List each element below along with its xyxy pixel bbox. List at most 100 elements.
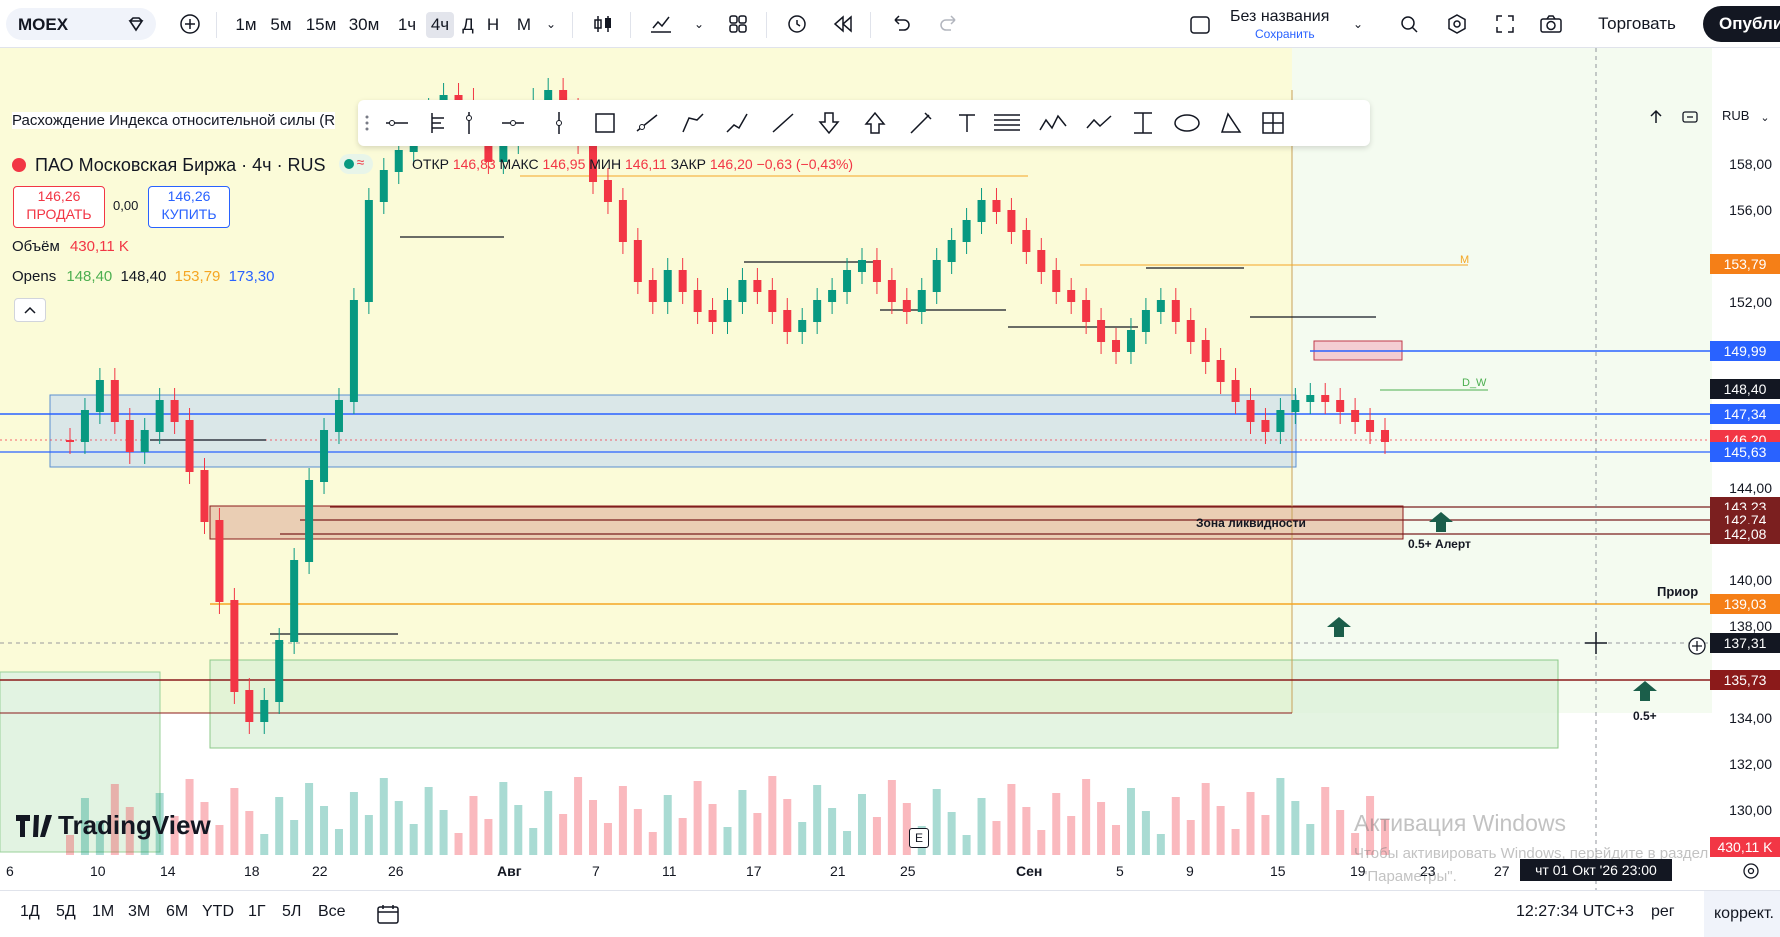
time-axis-label: 10 [90, 863, 106, 879]
range-button-6[interactable]: 1Г [248, 903, 266, 920]
clock-label[interactable]: 12:27:34 UTC+3 [1516, 903, 1634, 920]
undo-icon[interactable] [888, 12, 914, 36]
arrow-down-icon[interactable] [814, 108, 844, 138]
timeframe-chevron-icon[interactable]: ⌄ [545, 17, 557, 31]
alert-add-icon[interactable] [784, 12, 810, 36]
candle-body [394, 150, 403, 172]
crosshair-cursor-icon [1584, 631, 1608, 655]
candle-body [962, 220, 971, 242]
alert-arrow-up [1633, 681, 1657, 701]
range-button-4[interactable]: 6М [166, 903, 189, 920]
triangle-pattern-icon[interactable] [1216, 108, 1246, 138]
volume-legend[interactable]: Объём 430,11 K [12, 238, 129, 255]
timeframe-4[interactable]: 1ч [397, 15, 417, 34]
settings-gear-icon[interactable] [1444, 12, 1470, 36]
range-button-3[interactable]: 3М [128, 903, 151, 920]
date-range-icon[interactable] [374, 901, 402, 927]
layout-chevron-icon[interactable]: ⌄ [1352, 17, 1364, 31]
range-button-2[interactable]: 1М [92, 903, 115, 920]
buy-button[interactable]: 146,26 КУПИТЬ [148, 186, 230, 228]
currency-label[interactable]: RUB [1722, 108, 1750, 123]
range-button-0[interactable]: 1Д [20, 903, 40, 920]
rectangle-icon[interactable] [590, 108, 620, 138]
range-button-7[interactable]: 5Л [282, 903, 302, 920]
brush-icon[interactable] [906, 108, 936, 138]
range-button-8[interactable]: Все [318, 903, 346, 920]
quick-search-icon[interactable] [1396, 12, 1422, 36]
volume-bar [768, 776, 777, 855]
path-icon[interactable] [678, 108, 708, 138]
volume-bar [260, 834, 269, 855]
timeframe-7[interactable]: Н [486, 15, 500, 34]
adjust-button[interactable]: коррект. [1704, 891, 1780, 937]
volume-bar [379, 778, 388, 855]
ray-icon[interactable] [768, 108, 798, 138]
trade-button[interactable]: Торговать [1598, 14, 1676, 33]
templates-icon[interactable] [726, 12, 750, 36]
save-layout-link[interactable]: Сохранить [1255, 27, 1315, 41]
earnings-marker[interactable]: E [909, 828, 929, 848]
fullscreen-icon[interactable] [1492, 12, 1518, 36]
trend-line-icon[interactable] [632, 108, 662, 138]
camera-icon[interactable] [1538, 12, 1564, 36]
drag-handle-icon[interactable] [360, 108, 374, 138]
volume-bar [962, 835, 971, 855]
scroll-up-icon[interactable] [1644, 106, 1668, 128]
sell-button[interactable]: 146,26 ПРОДАТЬ [13, 186, 105, 228]
opens-legend[interactable]: Opens 148,40 148,40 153,79 173,30 [12, 268, 275, 285]
symbol-legend[interactable]: ПАО Московская Биржа · 4ч · RUS ≈ [12, 154, 373, 176]
timeframe-3[interactable]: 30м [348, 15, 380, 34]
horizontal-line-icon[interactable] [498, 108, 528, 138]
indicator-title[interactable]: Расхождение Индекса относительной силы (… [12, 112, 336, 129]
price-range-icon[interactable] [1128, 108, 1158, 138]
time-settings-icon[interactable] [1740, 860, 1762, 882]
crosshair-add-icon[interactable] [1686, 635, 1708, 657]
candle-body [1261, 420, 1270, 432]
session-label[interactable]: рег [1651, 903, 1675, 920]
candles-icon[interactable] [590, 12, 616, 36]
text-tool-icon[interactable] [952, 108, 982, 138]
cross-line-icon[interactable] [544, 108, 574, 138]
time-axis-label: 23 [1420, 863, 1436, 879]
replay-icon[interactable] [830, 12, 856, 36]
arrow-up-icon[interactable] [860, 108, 890, 138]
chart-area[interactable]: Зона ликвидности 0.5+ Алерт 0.5+ Приор M… [0, 48, 1780, 890]
elliott-wave-icon[interactable] [1038, 108, 1068, 138]
volume-bar [1052, 793, 1061, 855]
timeframe-8[interactable]: М [516, 15, 532, 34]
timeframe-2[interactable]: 15м [305, 15, 337, 34]
timeframe-1[interactable]: 5м [270, 15, 292, 34]
legend-collapse-button[interactable] [14, 298, 46, 322]
volume-bar [469, 796, 478, 855]
range-button-5[interactable]: YTD [202, 903, 234, 920]
layout-square-icon[interactable] [1187, 12, 1213, 38]
vertical-line-icon[interactable] [454, 108, 484, 138]
fib-retracement-icon[interactable] [992, 108, 1022, 138]
indicators-chevron-icon[interactable]: ⌄ [693, 17, 705, 31]
indicators-icon[interactable] [648, 12, 674, 36]
fork-icon[interactable] [424, 108, 454, 138]
price-chart[interactable] [0, 48, 1780, 890]
measure-icon[interactable] [1258, 108, 1288, 138]
symbol-options-icon[interactable] [126, 14, 146, 34]
horizontal-ray-icon[interactable] [382, 108, 412, 138]
compare-add-icon[interactable] [178, 12, 202, 36]
layout-title[interactable]: Без названия [1230, 8, 1330, 25]
candle-body [738, 280, 747, 302]
candle-body [947, 240, 956, 262]
ellipse-icon[interactable] [1172, 108, 1202, 138]
candle-body [185, 420, 194, 472]
candle-body [1216, 360, 1225, 382]
symbol-search[interactable]: MOEX [6, 8, 156, 40]
auto-scale-icon[interactable] [1678, 106, 1702, 128]
publish-button[interactable]: Опубли [1703, 6, 1780, 42]
timeframe-0[interactable]: 1м [235, 15, 257, 34]
pattern-icon[interactable] [1084, 108, 1114, 138]
timeframe-5[interactable]: 4ч [426, 12, 454, 38]
redo-icon[interactable] [936, 12, 962, 36]
currency-chevron-icon[interactable]: ⌄ [1760, 111, 1770, 124]
timeframe-6[interactable]: Д [462, 15, 474, 34]
range-button-1[interactable]: 5Д [56, 903, 76, 920]
polyline-icon[interactable] [722, 108, 752, 138]
tradingview-logo[interactable]: TradingView [16, 810, 211, 841]
